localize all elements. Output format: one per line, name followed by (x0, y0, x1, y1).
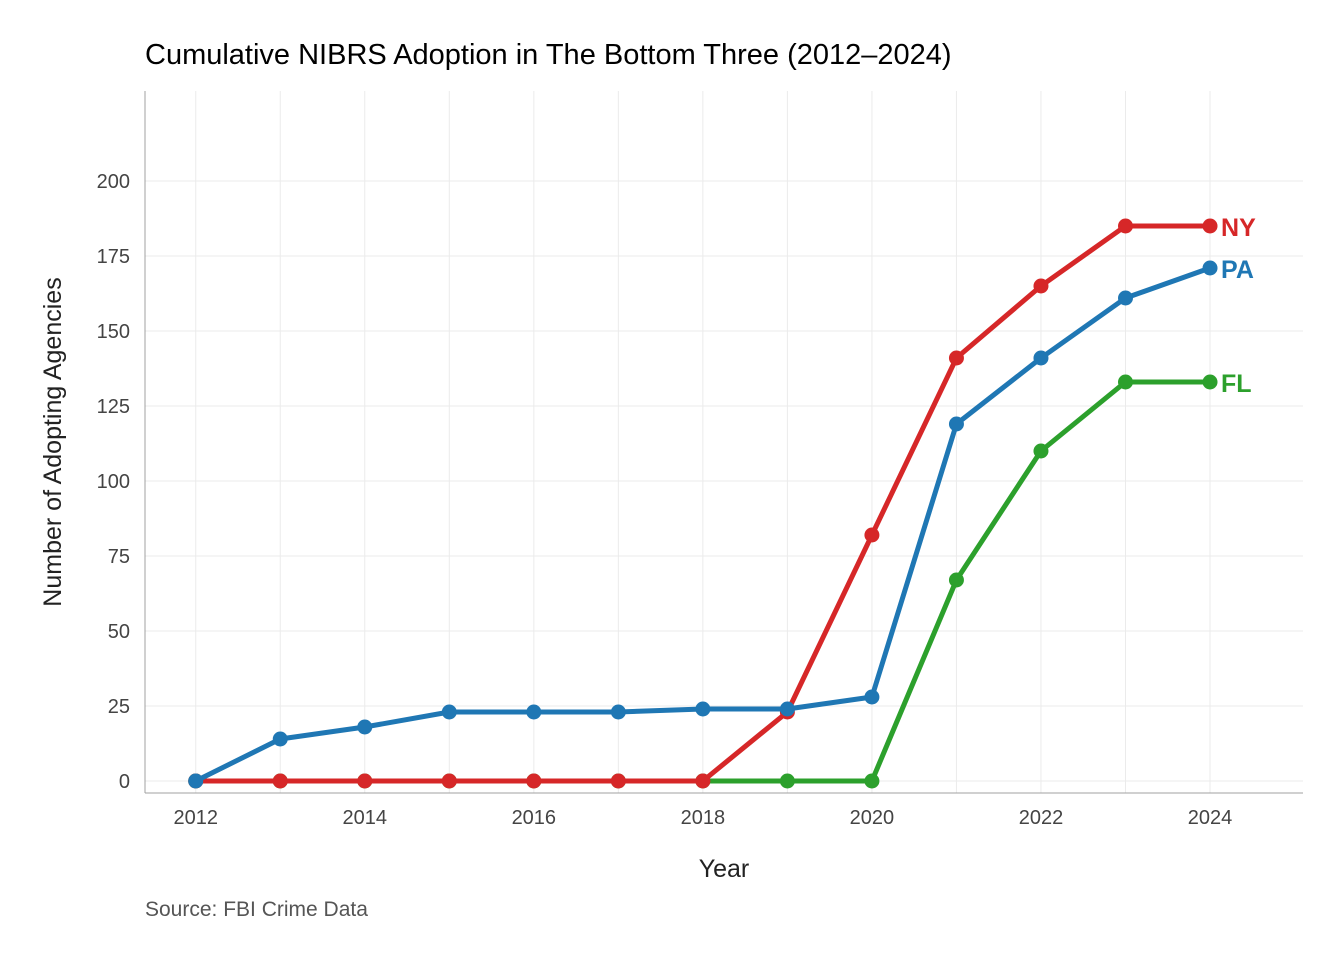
axis-ticks: 0 25 50 75 100 125 150 175 200 2012 2014 2016 2018 20… (97, 171, 1233, 829)
data-point-ny (1202, 218, 1218, 234)
x-tick-label: 2016 (512, 807, 557, 829)
y-tick-label: 0 (119, 771, 130, 793)
data-point-fl (1202, 374, 1218, 390)
series-lines (188, 218, 1218, 789)
chart-caption: Source: FBI Crime Data (145, 898, 368, 921)
data-point-ny (695, 773, 711, 789)
data-point-pa (526, 704, 542, 720)
data-point-fl (1033, 443, 1049, 459)
data-point-pa (441, 704, 457, 720)
chart-title: Cumulative NIBRS Adoption in The Bottom … (145, 39, 952, 71)
series-label-fl: FL (1221, 370, 1252, 398)
data-point-ny (272, 773, 288, 789)
series-end-labels: FL NY PA (1221, 214, 1256, 398)
data-point-ny (441, 773, 457, 789)
y-tick-label: 150 (97, 321, 130, 343)
data-point-ny (357, 773, 373, 789)
x-tick-label: 2022 (1019, 807, 1064, 829)
data-point-ny (1117, 218, 1133, 234)
data-point-pa (272, 731, 288, 747)
data-point-fl (1117, 374, 1133, 390)
y-tick-label: 25 (108, 696, 130, 718)
x-axis-title: Year (699, 855, 750, 883)
y-tick-label: 50 (108, 621, 130, 643)
x-tick-label: 2018 (681, 807, 726, 829)
series-pa (188, 260, 1218, 789)
y-tick-label: 200 (97, 171, 130, 193)
data-point-pa (610, 704, 626, 720)
y-tick-label: 125 (97, 396, 130, 418)
data-point-pa (695, 701, 711, 717)
series-label-ny: NY (1221, 214, 1256, 242)
x-tick-label: 2020 (850, 807, 895, 829)
data-point-pa (1202, 260, 1218, 276)
y-tick-label: 100 (97, 471, 130, 493)
data-point-pa (1117, 290, 1133, 306)
data-point-pa (864, 689, 880, 705)
data-point-ny (864, 527, 880, 543)
y-tick-label: 175 (97, 246, 130, 268)
series-label-pa: PA (1221, 256, 1254, 284)
data-point-fl (779, 773, 795, 789)
data-point-fl (948, 572, 964, 588)
x-tick-label: 2024 (1188, 807, 1233, 829)
data-point-ny (948, 350, 964, 366)
data-point-pa (948, 416, 964, 432)
x-tick-label: 2012 (173, 807, 218, 829)
data-point-pa (779, 701, 795, 717)
data-point-fl (864, 773, 880, 789)
y-tick-label: 75 (108, 546, 130, 568)
x-tick-label: 2014 (343, 807, 388, 829)
data-point-pa (188, 773, 204, 789)
y-axis-title: Number of Adopting Agencies (39, 277, 67, 606)
data-point-ny (610, 773, 626, 789)
data-point-ny (1033, 278, 1049, 294)
grid (145, 91, 1303, 793)
data-point-pa (357, 719, 373, 735)
data-point-ny (526, 773, 542, 789)
data-point-pa (1033, 350, 1049, 366)
